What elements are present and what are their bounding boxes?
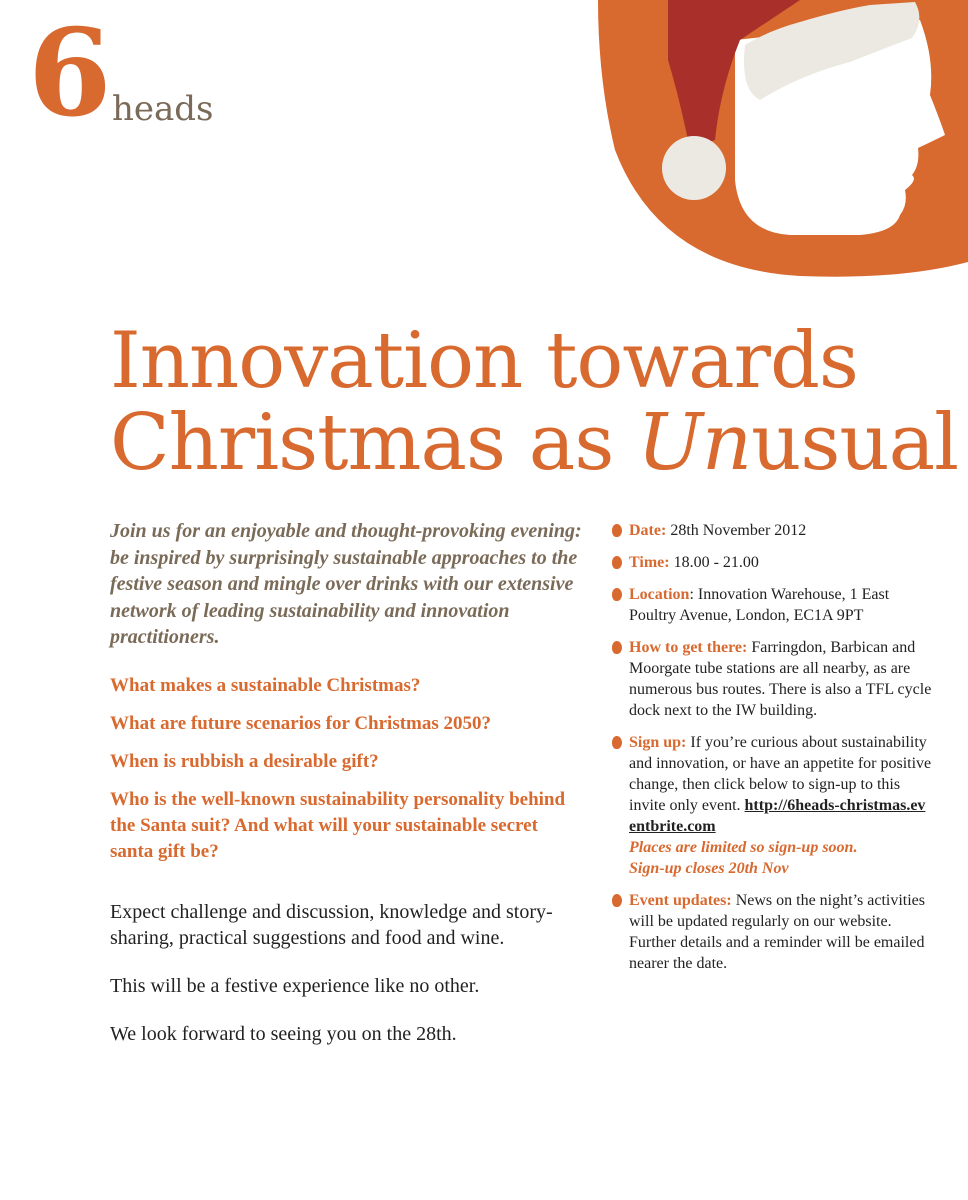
value: If you’re curious about sustainability a… [629, 734, 932, 814]
detail-signup: Sign up: If you’re curious about sustain… [612, 732, 932, 879]
label: Sign up: [629, 734, 687, 751]
body-paragraph: This will be a festive experience like n… [110, 974, 480, 997]
detail-directions: How to get there: Farringdon, Barbican a… [612, 637, 932, 721]
bullet-icon [612, 556, 622, 569]
detail-location: Location: Innovation Warehouse, 1 East P… [612, 584, 932, 626]
title-suffix: usual [751, 398, 959, 488]
body-paragraph: We look forward to seeing you on the 28t… [110, 1022, 457, 1045]
value: Farringdon, Barbican and Moorgate tube s… [629, 639, 932, 719]
bullet-icon [612, 894, 622, 907]
value: News on the night’s activities will be u… [629, 892, 925, 972]
hat-fur-trim [744, 2, 920, 100]
question: What are future scenarios for Christmas … [110, 712, 492, 734]
logo-word: heads [112, 89, 214, 129]
detail-updates: Event updates: News on the night’s activ… [612, 890, 932, 974]
title-line-2: Christmas as Unusual [110, 404, 959, 482]
title-line-1: Innovation towards [110, 316, 859, 406]
question: What makes a sustainable Christmas? [110, 674, 421, 696]
body-paragraph: Expect challenge and discussion, knowled… [110, 900, 553, 949]
title-prefix: Christmas as [110, 398, 638, 488]
bullet-icon [612, 641, 622, 654]
label: How to get there: [629, 639, 748, 656]
detail-time: Time: 18.00 - 21.00 [612, 552, 932, 573]
title-italic: Un [637, 398, 752, 488]
question: Who is the well-known sustainability per… [110, 788, 566, 862]
question: When is rubbish a desirable gift? [110, 750, 379, 772]
bullet-icon [612, 524, 622, 537]
event-details: Date: 28th November 2012 Time: 18.00 - 2… [612, 520, 932, 985]
hat-red [668, 0, 800, 150]
value: 28th November 2012 [670, 522, 807, 539]
label: Event updates: [629, 892, 732, 909]
pompom [662, 136, 726, 200]
eventbrite-link[interactable]: http://6heads-christmas.eventbrite.com [629, 797, 926, 835]
intro-paragraph: Join us for an enjoyable and thought-pro… [110, 520, 582, 648]
signup-note: Places are limited so sign-up soon. [629, 839, 858, 856]
santa-head-illustration [598, 0, 968, 277]
bullet-icon [612, 588, 622, 601]
detail-date: Date: 28th November 2012 [612, 520, 932, 541]
signup-deadline: Sign-up closes 20th Nov [629, 860, 789, 877]
label: Date: [629, 522, 667, 539]
bullet-icon [612, 736, 622, 749]
label: Time: [629, 554, 670, 571]
value: : Innovation Warehouse, 1 East Poultry A… [629, 586, 890, 624]
left-column: Join us for an enjoyable and thought-pro… [110, 518, 600, 1047]
value: 18.00 - 21.00 [673, 554, 759, 571]
logo-number: 6 [28, 3, 112, 144]
label: Location [629, 586, 690, 603]
